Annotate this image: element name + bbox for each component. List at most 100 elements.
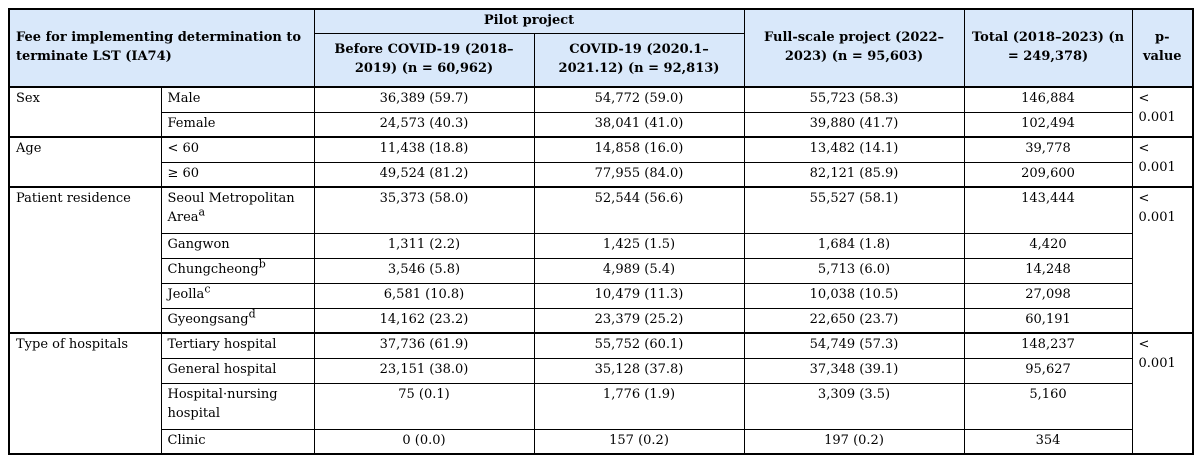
row-label-cell: Gangwon — [160, 232, 315, 259]
value-cell: 6,581 (10.8) — [313, 282, 535, 309]
row-label-text: Gyeongsang — [167, 311, 249, 327]
table-row: Age < 60 11,438 (18.8) 14,858 (16.0) 13,… — [8, 136, 1194, 188]
row-label-cell: Chungcheongb — [160, 257, 315, 284]
value-cell: 197 (0.2) — [743, 428, 965, 455]
value-cell: 5,713 (6.0) — [743, 257, 965, 284]
lst-fee-table: Fee for implementing determination to te… — [8, 8, 1195, 456]
row-label-text: < 60 — [167, 141, 200, 157]
row-label-text: Male — [167, 91, 201, 107]
value-cell: 14,858 (16.0) — [533, 136, 745, 163]
row-label-text: Clinic — [167, 432, 206, 448]
value-cell: 14,248 — [963, 257, 1133, 284]
row-label-text: Seoul Metropolitan Area — [167, 191, 295, 226]
table-row: Patient residence Seoul Metropolitan Are… — [8, 186, 1194, 334]
value-cell: 102,494 — [963, 111, 1133, 138]
row-label-cell: ≥ 60 — [160, 161, 315, 188]
table-row: Chungcheongb 3,546 (5.8) 4,989 (5.4) 5,7… — [9, 257, 1193, 284]
value-cell: 35,128 (37.8) — [533, 357, 745, 384]
group-label-cell: Age — [8, 136, 162, 188]
p-value-cell: < 0.001 — [1131, 332, 1194, 455]
value-cell: 3,309 (3.5) — [743, 382, 965, 430]
value-cell: 39,778 — [963, 136, 1133, 163]
table-row: Clinic 0 (0.0) 157 (0.2) 197 (0.2) 354 — [9, 428, 1193, 455]
value-cell: 5,160 — [963, 382, 1133, 430]
value-cell: 49,524 (81.2) — [313, 161, 535, 188]
header-pilot-project: Pilot project — [313, 8, 745, 34]
header-full-scale: Full-scale project (2022–2023) (n = 95,6… — [743, 8, 965, 88]
value-cell: 24,573 (40.3) — [313, 111, 535, 138]
value-cell: 10,038 (10.5) — [743, 282, 965, 309]
table-row: Type of hospitals Tertiary hospital 37,7… — [8, 332, 1194, 455]
value-cell: 54,772 (59.0) — [533, 86, 745, 113]
value-cell: 38,041 (41.0) — [533, 111, 745, 138]
row-label-text: Jeolla — [167, 286, 205, 302]
header-covid: COVID-19 (2020.1–2021.12) (n = 92,813) — [533, 32, 745, 88]
value-cell: 209,600 — [963, 161, 1133, 188]
row-label-text: General hospital — [167, 361, 277, 377]
group-label-cell: Sex — [8, 86, 162, 138]
superscript-marker: a — [198, 205, 206, 219]
value-cell: 157 (0.2) — [533, 428, 745, 455]
value-cell: 22,650 (23.7) — [743, 307, 965, 334]
row-label-cell: General hospital — [160, 357, 315, 384]
row-label-cell: Female — [160, 111, 315, 138]
value-cell: 14,162 (23.2) — [313, 307, 535, 334]
value-cell: 60,191 — [963, 307, 1133, 334]
row-label-text: Chungcheong — [167, 261, 259, 277]
row-label-cell: Hospital·nursing hospital — [160, 382, 315, 430]
value-cell: 82,121 (85.9) — [743, 161, 965, 188]
header-total: Total (2018–2023) (n = 249,378) — [963, 8, 1133, 88]
superscript-marker: c — [204, 283, 211, 296]
table-body: Sex Male 36,389 (59.7) 54,772 (59.0) 55,… — [8, 86, 1194, 455]
table-row: ≥ 60 49,524 (81.2) 77,955 (84.0) 82,121 … — [9, 161, 1193, 188]
value-cell: 23,151 (38.0) — [313, 357, 535, 384]
value-cell: 1,311 (2.2) — [313, 232, 535, 259]
row-label-text: Hospital·nursing hospital — [167, 386, 278, 421]
value-cell: 37,348 (39.1) — [743, 357, 965, 384]
table-row: Hospital·nursing hospital 75 (0.1) 1,776… — [9, 382, 1193, 430]
row-label-cell: < 60 — [160, 136, 315, 163]
row-label-text: Tertiary hospital — [167, 337, 277, 353]
value-cell: 1,684 (1.8) — [743, 232, 965, 259]
group-label-cell: Patient residence — [8, 186, 162, 334]
table-row: Jeollac 6,581 (10.8) 10,479 (11.3) 10,03… — [9, 282, 1193, 309]
value-cell: 13,482 (14.1) — [743, 136, 965, 163]
row-label-cell: Tertiary hospital — [160, 332, 315, 359]
p-value-cell: < 0.001 — [1131, 86, 1194, 138]
table-header: Fee for implementing determination to te… — [8, 8, 1194, 88]
header-p-value: p-value — [1131, 8, 1194, 88]
value-cell: 55,723 (58.3) — [743, 86, 965, 113]
value-cell: 148,237 — [963, 332, 1133, 359]
value-cell: 75 (0.1) — [313, 382, 535, 430]
table-row: Gangwon 1,311 (2.2) 1,425 (1.5) 1,684 (1… — [9, 232, 1193, 259]
value-cell: 39,880 (41.7) — [743, 111, 965, 138]
value-cell: 77,955 (84.0) — [533, 161, 745, 188]
value-cell: 55,752 (60.1) — [533, 332, 745, 359]
value-cell: 54,749 (57.3) — [743, 332, 965, 359]
value-cell: 95,627 — [963, 357, 1133, 384]
row-label-cell: Male — [160, 86, 315, 113]
value-cell: 35,373 (58.0) — [313, 186, 535, 234]
value-cell: 0 (0.0) — [313, 428, 535, 455]
value-cell: 55,527 (58.1) — [743, 186, 965, 234]
row-label-text: Gangwon — [167, 236, 230, 252]
table-row: General hospital 23,151 (38.0) 35,128 (3… — [9, 357, 1193, 384]
row-label-text: ≥ 60 — [167, 165, 200, 181]
value-cell: 52,544 (56.6) — [533, 186, 745, 234]
row-label-cell: Gyeongsangd — [160, 307, 315, 334]
value-cell: 27,098 — [963, 282, 1133, 309]
header-stub: Fee for implementing determination to te… — [8, 8, 315, 88]
value-cell: 36,389 (59.7) — [313, 86, 535, 113]
value-cell: 1,425 (1.5) — [533, 232, 745, 259]
table-row: Gyeongsangd 14,162 (23.2) 23,379 (25.2) … — [9, 307, 1193, 334]
table-row: Sex Male 36,389 (59.7) 54,772 (59.0) 55,… — [8, 86, 1194, 138]
p-value-cell: < 0.001 — [1131, 186, 1194, 334]
value-cell: 10,479 (11.3) — [533, 282, 745, 309]
value-cell: 23,379 (25.2) — [533, 307, 745, 334]
header-before-covid: Before COVID-19 (2018–2019) (n = 60,962) — [313, 32, 535, 88]
table-row: Female 24,573 (40.3) 38,041 (41.0) 39,88… — [9, 111, 1193, 138]
superscript-marker: d — [248, 308, 256, 321]
row-label-cell: Seoul Metropolitan Areaa — [160, 186, 315, 234]
p-value-cell: < 0.001 — [1131, 136, 1194, 188]
value-cell: 1,776 (1.9) — [533, 382, 745, 430]
